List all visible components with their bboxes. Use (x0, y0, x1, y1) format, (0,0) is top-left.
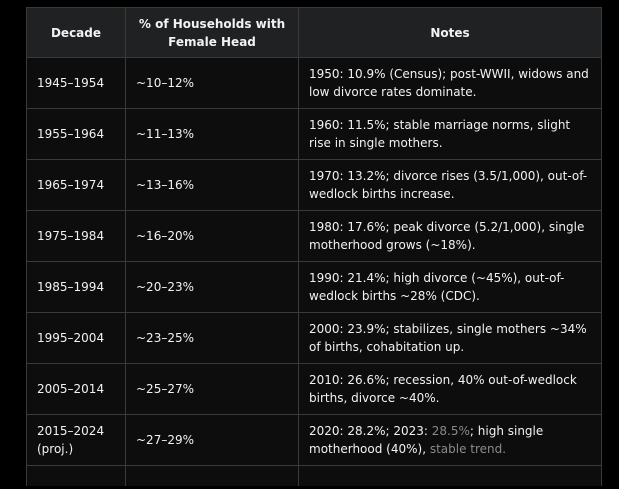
table-row: 1965–1974 ~13–16% 1970: 13.2%; divorce r… (26, 159, 602, 211)
data-table-container: Decade % of Households with Female Head … (26, 7, 602, 486)
cell-decade: 1975–1984 (26, 210, 126, 262)
cell-decade: 2005–2014 (26, 363, 126, 415)
notes-text-faded: stable trend. (429, 442, 507, 456)
cell-notes: 2020: 28.2%; 2023: 28.5%; high single mo… (298, 414, 602, 466)
cell-notes: 1960: 11.5%; stable marriage norms, slig… (298, 108, 602, 160)
table-row: 1975–1984 ~16–20% 1980: 17.6%; peak divo… (26, 210, 602, 262)
cell-decade: 2015–2024 (proj.) (26, 414, 126, 466)
cell-percent: ~20–23% (125, 261, 299, 313)
cell-notes: 2000: 23.9%; stabilizes, single mothers … (298, 312, 602, 364)
header-percent: % of Households with Female Head (125, 7, 299, 58)
cell-notes: 1950: 10.9% (Census); post-WWII, widows … (298, 57, 602, 109)
table-row: 1995–2004 ~23–25% 2000: 23.9%; stabilize… (26, 312, 602, 364)
cell-percent: ~27–29% (125, 414, 299, 466)
cell-percent: ~10–12% (125, 57, 299, 109)
cell-percent: ~23–25% (125, 312, 299, 364)
notes-text-a: 2020: 28.2%; 2023: (309, 424, 432, 438)
table-row: 2005–2014 ~25–27% 2010: 26.6%; recession… (26, 363, 602, 415)
cell-empty (125, 465, 299, 486)
header-row: Decade % of Households with Female Head … (26, 7, 602, 58)
cell-notes: 1990: 21.4%; high divorce (~45%), out-of… (298, 261, 602, 313)
table-body: 1945–1954 ~10–12% 1950: 10.9% (Census); … (26, 57, 602, 486)
cell-decade: 1965–1974 (26, 159, 126, 211)
female-head-households-table: Decade % of Households with Female Head … (26, 7, 602, 486)
table-row-partial (26, 465, 602, 486)
notes-text-c: ; high single motherhood (40%), (309, 424, 544, 456)
table-row: 2015–2024 (proj.) ~27–29% 2020: 28.2%; 2… (26, 414, 602, 466)
cell-notes: 2010: 26.6%; recession, 40% out-of-wedlo… (298, 363, 602, 415)
header-decade: Decade (26, 7, 126, 58)
notes-text-faded: 28.5% (431, 424, 470, 438)
cell-empty (298, 465, 602, 486)
cell-decade: 1995–2004 (26, 312, 126, 364)
table-header: Decade % of Households with Female Head … (26, 7, 602, 58)
cell-decade: 1955–1964 (26, 108, 126, 160)
table-row: 1955–1964 ~11–13% 1960: 11.5%; stable ma… (26, 108, 602, 160)
cell-percent: ~13–16% (125, 159, 299, 211)
header-notes: Notes (298, 7, 602, 58)
cell-percent: ~16–20% (125, 210, 299, 262)
cell-notes: 1980: 17.6%; peak divorce (5.2/1,000), s… (298, 210, 602, 262)
cell-percent: ~25–27% (125, 363, 299, 415)
cell-decade: 1985–1994 (26, 261, 126, 313)
cell-decade: 1945–1954 (26, 57, 126, 109)
cell-empty (26, 465, 126, 486)
cell-percent: ~11–13% (125, 108, 299, 160)
table-row: 1945–1954 ~10–12% 1950: 10.9% (Census); … (26, 57, 602, 109)
cell-notes: 1970: 13.2%; divorce rises (3.5/1,000), … (298, 159, 602, 211)
table-row: 1985–1994 ~20–23% 1990: 21.4%; high divo… (26, 261, 602, 313)
